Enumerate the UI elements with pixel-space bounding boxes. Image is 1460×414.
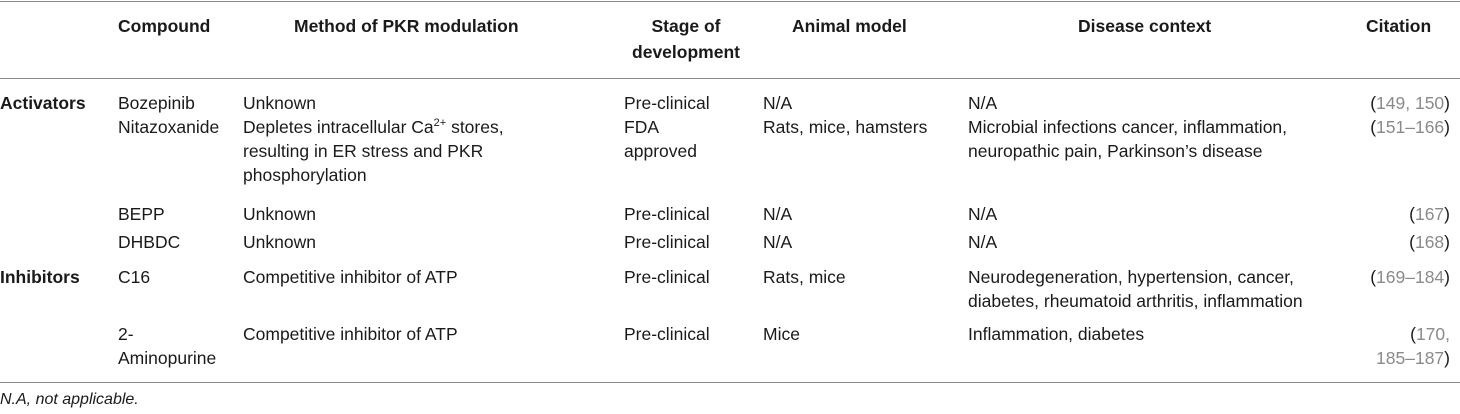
method-cell: Competitive inhibitor of ATP xyxy=(243,267,458,287)
header-method: Method of PKR modulation xyxy=(294,16,519,36)
disease-cell: N/A xyxy=(968,232,998,252)
disease-cell: N/A xyxy=(968,93,998,113)
citation-open: ( xyxy=(1370,267,1377,287)
citation-close: ) xyxy=(1444,348,1450,368)
stage-cell: Pre-clinical xyxy=(624,324,710,344)
animal-cell: N/A xyxy=(763,93,793,113)
table-footnote: N.A, not applicable. xyxy=(0,391,139,408)
citation-close: ) xyxy=(1444,117,1450,137)
citation-cell: (169–184) xyxy=(1370,265,1450,289)
citation-open: ( xyxy=(1409,232,1415,252)
disease-cell-line1: Neurodegeneration, hypertension, cancer, xyxy=(968,267,1294,287)
header-citation: Citation xyxy=(1366,16,1432,36)
method-cell-line2: resulting in ER stress and PKR xyxy=(243,141,484,161)
citation-close: ) xyxy=(1444,204,1450,224)
animal-cell: N/A xyxy=(763,204,793,224)
compound-cell: BEPP xyxy=(118,204,165,224)
citation-cell: (167) xyxy=(1409,202,1450,226)
citation-open: ( xyxy=(1370,117,1377,137)
citation-cell-line1: (170, xyxy=(1410,322,1450,346)
compound-cell: C16 xyxy=(118,267,151,287)
animal-cell: Mice xyxy=(763,324,800,344)
method-text: stores, xyxy=(446,117,504,137)
citation-close: ) xyxy=(1444,267,1450,287)
header-animal: Animal model xyxy=(792,16,907,36)
group-label-inhibitors: Inhibitors xyxy=(0,267,80,287)
citation-refs[interactable]: 168 xyxy=(1414,232,1445,252)
compound-cell: Bozepinib xyxy=(118,93,195,113)
method-cell-line3: phosphorylation xyxy=(243,165,367,185)
citation-refs[interactable]: 149, 150 xyxy=(1376,93,1445,113)
citation-cell: (168) xyxy=(1409,230,1450,254)
citation-close: ) xyxy=(1444,232,1450,252)
stage-cell: Pre-clinical xyxy=(624,204,710,224)
citation-refs[interactable]: 151–166 xyxy=(1376,117,1445,137)
header-disease: Disease context xyxy=(1078,16,1212,36)
compound-cell-line1: 2- xyxy=(118,324,134,344)
citation-refs[interactable]: 167 xyxy=(1414,204,1445,224)
method-cell-line1: Depletes intracellular Ca2+ stores, xyxy=(243,115,504,139)
stage-cell: Pre-clinical xyxy=(624,267,710,287)
stage-cell-line2: approved xyxy=(624,141,697,161)
animal-cell: N/A xyxy=(763,232,793,252)
citation-cell-line2: 185–187) xyxy=(1376,346,1450,370)
compound-cell: DHBDC xyxy=(118,232,181,252)
stage-cell: Pre-clinical xyxy=(624,93,710,113)
citation-close: ) xyxy=(1444,93,1450,113)
header-stage-line2: development xyxy=(632,42,740,62)
citation-open: ( xyxy=(1410,324,1416,344)
citation-cell: (151–166) xyxy=(1370,115,1450,139)
citation-refs[interactable]: 170, xyxy=(1415,324,1450,344)
disease-cell-line2: neuropathic pain, Parkinson’s disease xyxy=(968,141,1263,161)
method-cell: Unknown xyxy=(243,204,316,224)
animal-cell: Rats, mice, hamsters xyxy=(763,117,928,137)
method-cell: Unknown xyxy=(243,93,316,113)
citation-open: ( xyxy=(1370,93,1377,113)
method-cell: Competitive inhibitor of ATP xyxy=(243,324,458,344)
compound-cell: Nitazoxanide xyxy=(118,117,220,137)
table-bottom-rule xyxy=(0,382,1460,383)
citation-refs[interactable]: 169–184 xyxy=(1376,267,1445,287)
table-top-rule xyxy=(0,1,1460,2)
disease-cell-line1: Microbial infections cancer, inflammatio… xyxy=(968,117,1288,137)
citation-cell: (149, 150) xyxy=(1370,91,1450,115)
method-superscript: 2+ xyxy=(433,117,447,129)
disease-cell: N/A xyxy=(968,204,998,224)
disease-cell: Inflammation, diabetes xyxy=(968,324,1145,344)
stage-cell: Pre-clinical xyxy=(624,232,710,252)
group-label-activators: Activators xyxy=(0,93,86,113)
method-cell: Unknown xyxy=(243,232,316,252)
compound-cell-line2: Aminopurine xyxy=(118,348,217,368)
header-stage-line1: Stage of xyxy=(651,16,721,36)
animal-cell: Rats, mice xyxy=(763,267,846,287)
citation-refs[interactable]: 185–187 xyxy=(1376,348,1445,368)
citation-open: ( xyxy=(1409,204,1415,224)
method-text: Depletes intracellular Ca xyxy=(243,117,434,137)
header-bottom-rule xyxy=(0,78,1460,79)
header-compound: Compound xyxy=(118,16,211,36)
stage-cell-line1: FDA xyxy=(624,117,659,137)
disease-cell-line2: diabetes, rheumatoid arthritis, inflamma… xyxy=(968,291,1303,311)
